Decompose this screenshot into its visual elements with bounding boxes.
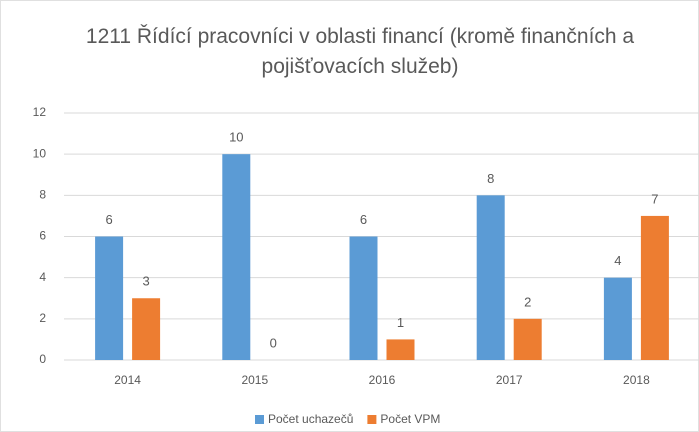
bar: [222, 154, 251, 360]
x-tick-label: 2017: [496, 373, 523, 387]
y-tick-label: 2: [39, 311, 46, 325]
data-label: 8: [487, 171, 494, 186]
legend-swatch: [367, 415, 377, 424]
y-tick-label: 0: [39, 352, 46, 366]
bar: [476, 195, 505, 360]
y-tick-label: 6: [39, 229, 46, 243]
bar: [349, 236, 378, 360]
bar: [132, 298, 161, 360]
y-tick-label: 4: [39, 270, 46, 284]
data-label: 3: [142, 274, 149, 289]
data-label: 0: [270, 335, 277, 350]
bar: [386, 339, 415, 360]
y-tick-label: 10: [33, 146, 47, 160]
bar: [95, 236, 124, 360]
data-label: 6: [360, 212, 367, 227]
bar: [513, 318, 542, 360]
x-tick-label: 2018: [623, 373, 650, 387]
chart-title: 1211 Řídící pracovníci v oblasti financí…: [85, 25, 635, 78]
data-label: 1: [397, 315, 404, 330]
legend-swatch: [255, 415, 264, 424]
data-label: 7: [651, 191, 658, 206]
data-label: 2: [524, 294, 531, 309]
data-label: 4: [614, 253, 621, 268]
x-tick-label: 2014: [114, 373, 141, 387]
y-tick-label: 12: [33, 105, 47, 119]
y-tick-label: 8: [39, 188, 46, 202]
data-label: 10: [229, 130, 243, 145]
bar: [640, 215, 669, 360]
x-tick-label: 2015: [241, 373, 268, 387]
x-tick-label: 2016: [369, 373, 396, 387]
data-label: 6: [105, 212, 112, 227]
legend-label: Počet uchazečů: [268, 412, 353, 426]
bar: [603, 277, 632, 360]
legend-label: Počet VPM: [380, 412, 440, 426]
